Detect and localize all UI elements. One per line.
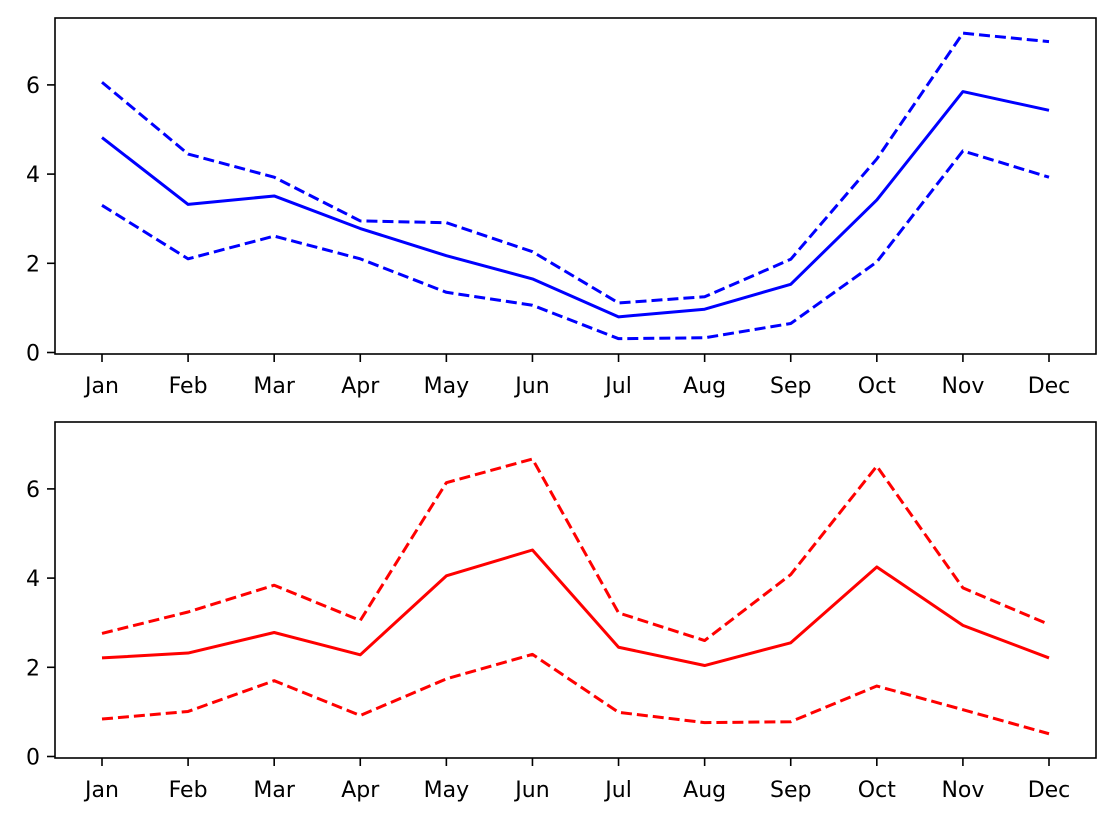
bottom-x-tick-label-jun: Jun [513,778,549,803]
top-series-mean-line [101,90,1050,319]
top-x-tick-label-jan: Jan [83,374,119,399]
bottom-x-tick-label-sep: Sep [770,778,811,803]
top-y-tick-label-0: 0 [26,342,40,367]
bottom-y-tick-label-2: 2 [26,656,40,681]
top-x-tick-label-jul: Jul [603,374,632,399]
top-x-tick-label-nov: Nov [941,374,984,399]
bottom-x-tick-label-aug: Aug [683,778,726,803]
bottom-series-lower-line [101,652,1050,736]
bottom-series-upper-line [101,457,1050,643]
bottom-y-tick-label-0: 0 [26,746,40,771]
top-series-lower-line [101,149,1050,341]
top-x-tick-label-aug: Aug [683,374,726,399]
bottom-x-tick-label-nov: Nov [941,778,984,803]
bottom-x-tick-label-mar: Mar [253,778,295,803]
top-y-tick-label-4: 4 [26,163,40,188]
top-x-tick-label-apr: Apr [341,374,380,399]
bottom-line-chart: Jan Feb Mar Apr May Jun Jul Aug Sep Oct Nov Dec 0 2 4 6 [26,421,1097,803]
top-x-tick-label-dec: Dec [1028,374,1071,399]
bottom-series-mean-line [101,548,1050,668]
bottom-x-tick-label-apr: Apr [341,778,380,803]
top-axes-frame [54,17,1097,355]
bottom-x-tick-label-jul: Jul [603,778,632,803]
bottom-y-tick-label-6: 6 [26,478,40,503]
top-x-tick-label-feb: Feb [169,374,208,399]
top-x-tick-label-sep: Sep [770,374,811,399]
bottom-x-tick-label-oct: Oct [858,778,896,803]
bottom-axes-frame [54,421,1097,759]
top-line-chart: Jan Feb Mar Apr May Jun Jul Aug Sep Oct Nov Dec 0 2 4 6 [26,17,1097,399]
top-series-upper-line [101,31,1050,305]
bottom-x-tick-label-dec: Dec [1028,778,1071,803]
bottom-x-tick-label-feb: Feb [169,778,208,803]
bottom-x-tick-label-jan: Jan [83,778,119,803]
top-x-tick-label-mar: Mar [253,374,295,399]
bottom-x-tick-label-may: May [424,778,469,803]
bottom-y-tick-label-4: 4 [26,567,40,592]
top-y-tick-label-2: 2 [26,252,40,277]
top-y-tick-label-6: 6 [26,74,40,99]
top-x-tick-label-oct: Oct [858,374,896,399]
top-x-tick-label-may: May [424,374,469,399]
top-x-tick-label-jun: Jun [513,374,549,399]
